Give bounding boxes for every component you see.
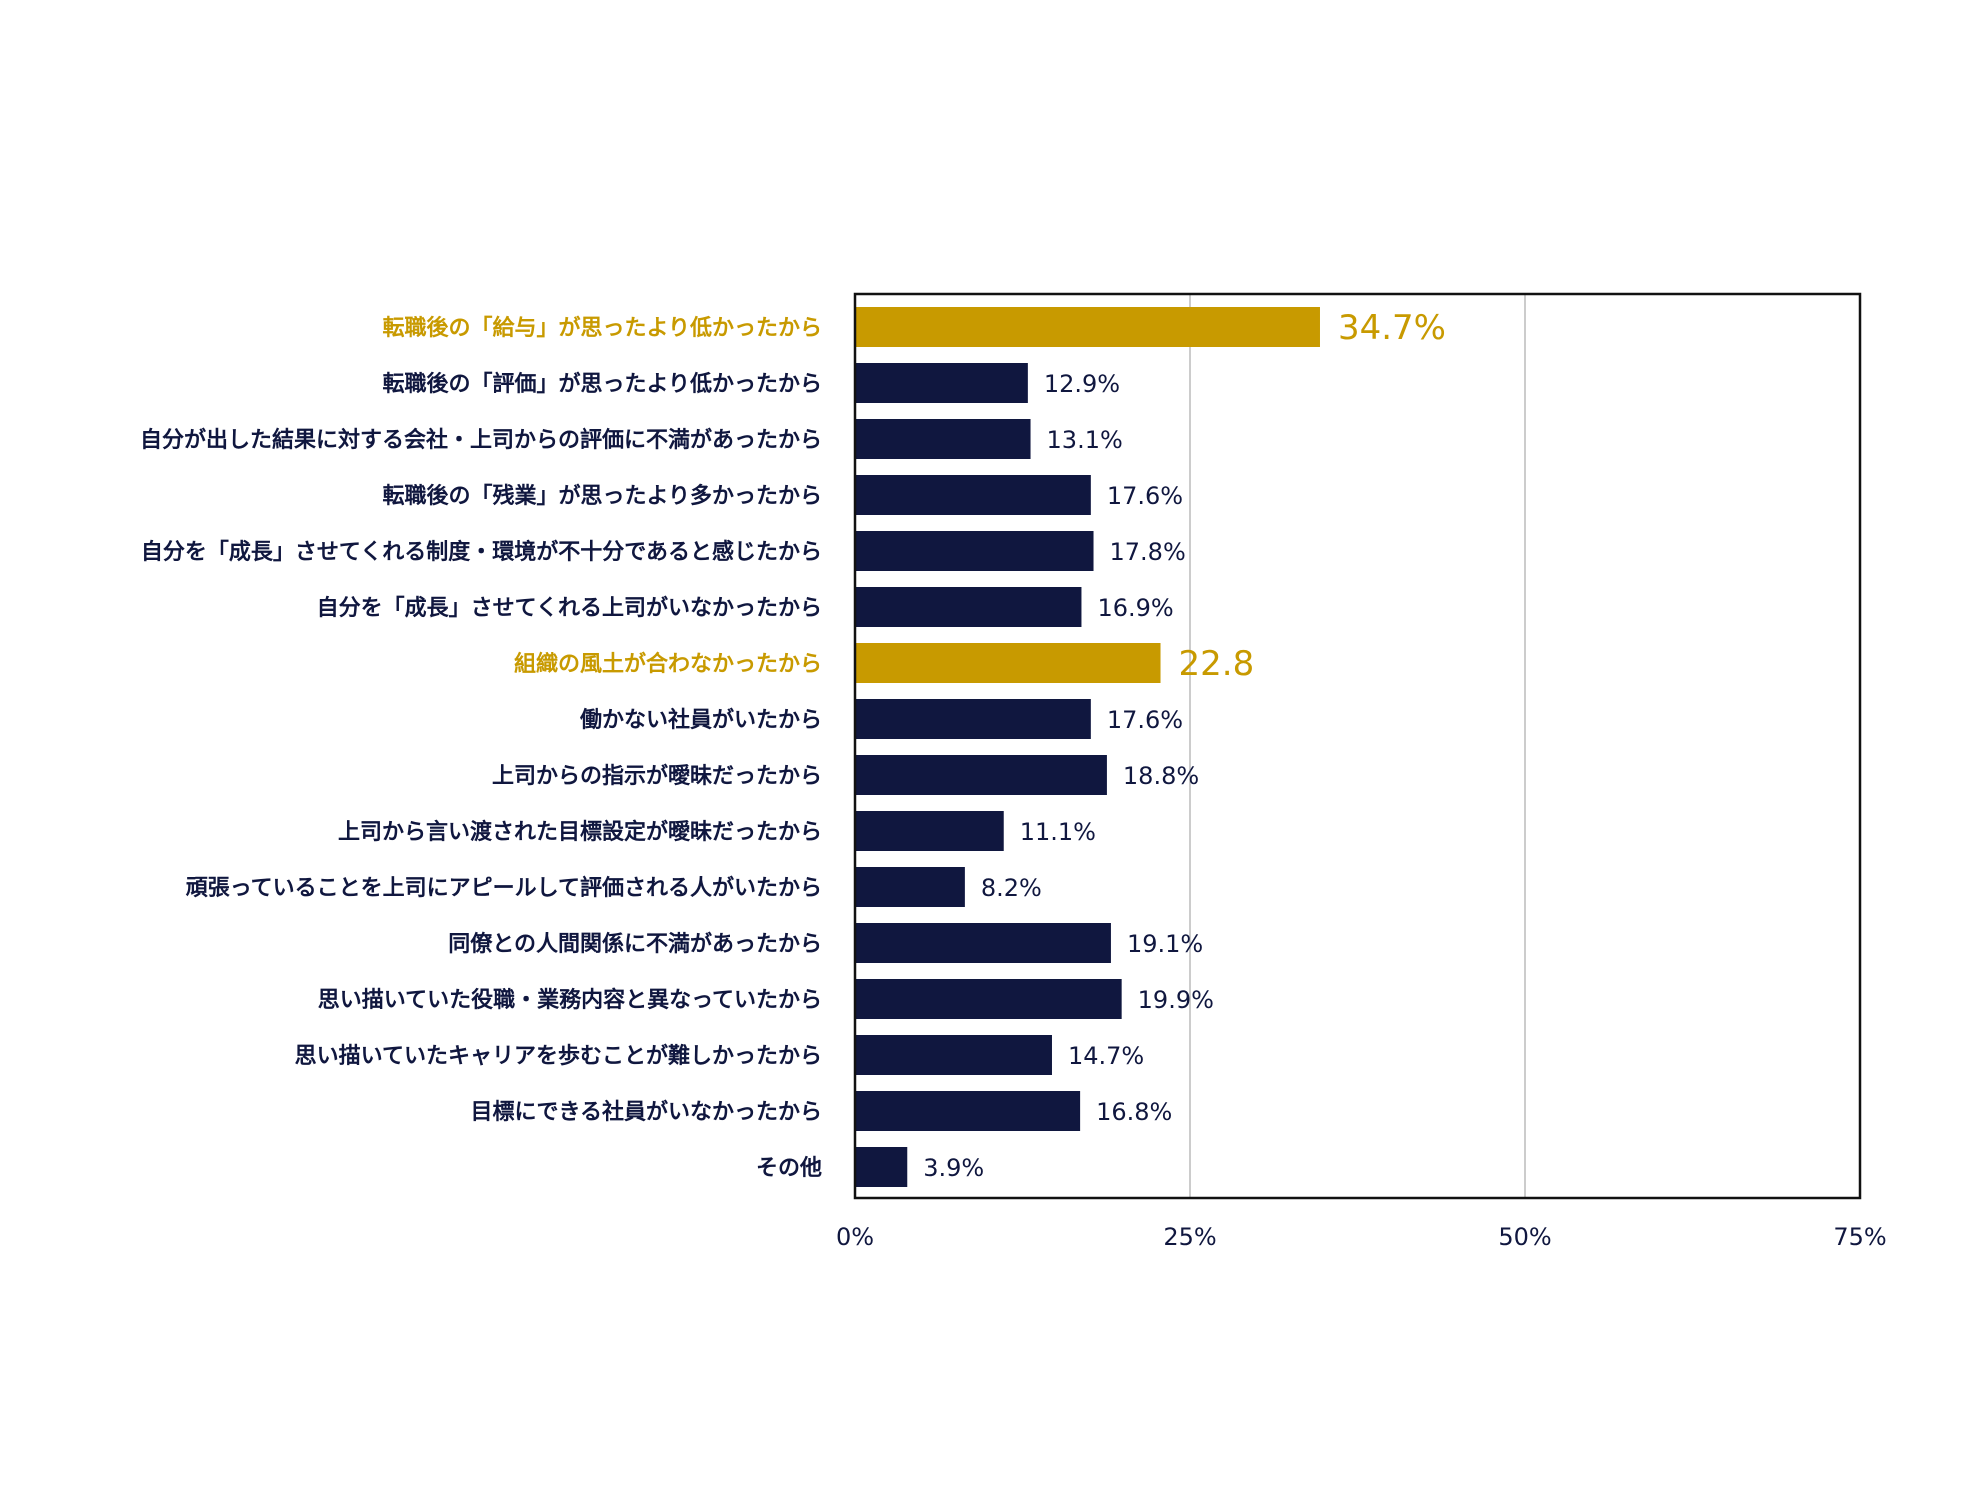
value-label: 22.8 bbox=[1179, 644, 1255, 684]
bar bbox=[856, 643, 1161, 683]
bar bbox=[856, 307, 1320, 347]
value-label: 13.1% bbox=[1047, 426, 1123, 454]
value-label: 17.6% bbox=[1107, 706, 1183, 734]
bar bbox=[856, 587, 1082, 627]
value-label: 19.1% bbox=[1127, 930, 1203, 958]
category-label: 転職後の「給与」が思ったより低かったから bbox=[382, 315, 822, 341]
category-label: 目標にできる社員がいなかったから bbox=[470, 1099, 822, 1125]
category-label: 思い描いていたキャリアを歩むことが難しかったから bbox=[295, 1043, 822, 1069]
gridlines bbox=[1189, 294, 1526, 1198]
value-label: 17.8% bbox=[1110, 538, 1186, 566]
bar bbox=[856, 979, 1122, 1019]
bar bbox=[856, 923, 1111, 963]
x-tick-label: 0% bbox=[836, 1223, 874, 1251]
x-tick-label: 50% bbox=[1498, 1223, 1551, 1251]
category-label: 頑張っていることを上司にアピールして評価される人がいたから bbox=[186, 875, 822, 901]
category-label: 自分が出した結果に対する会社・上司からの評価に不満があったから bbox=[140, 427, 822, 453]
x-axis-ticks: 0% 25% 50% 75% bbox=[836, 1223, 1887, 1251]
bar bbox=[856, 1147, 908, 1187]
bar bbox=[856, 1091, 1081, 1131]
value-label: 14.7% bbox=[1068, 1042, 1144, 1070]
value-labels: 34.7% 12.9% 13.1% 17.6% 17.8% 16.9%22.8 17.6% 1… bbox=[923, 308, 1446, 1182]
bar bbox=[856, 475, 1091, 515]
category-label: 転職後の「評価」が思ったより低かったから bbox=[382, 371, 822, 397]
category-label: 転職後の「残業」が思ったより多かったから bbox=[382, 483, 822, 509]
bar bbox=[856, 363, 1028, 403]
bar bbox=[856, 419, 1031, 459]
category-label: 上司からの指示が曖昧だったから bbox=[492, 763, 822, 789]
bars bbox=[856, 307, 1320, 1187]
category-label: 自分を「成長」させてくれる制度・環境が不十分であると感じたから bbox=[141, 539, 822, 565]
value-label: 3.9% bbox=[923, 1154, 984, 1182]
category-label: 思い描いていた役職・業務内容と異なっていたから bbox=[318, 987, 822, 1013]
bar bbox=[856, 811, 1004, 851]
bar bbox=[856, 1035, 1052, 1075]
value-label: 18.8% bbox=[1123, 762, 1199, 790]
value-label: 34.7% bbox=[1338, 308, 1446, 348]
category-label: 組織の風土が合わなかったから bbox=[514, 651, 822, 677]
value-label: 11.1% bbox=[1020, 818, 1096, 846]
category-label: その他 bbox=[756, 1156, 822, 1181]
category-label: 上司から言い渡された目標設定が曖昧だったから bbox=[338, 819, 822, 845]
category-label: 働かない社員がいたから bbox=[579, 707, 822, 733]
category-labels: 転職後の「給与」が思ったより低かったから転職後の「評価」が思ったより低かったから… bbox=[140, 315, 822, 1181]
value-label: 19.9% bbox=[1138, 986, 1214, 1014]
bar bbox=[856, 755, 1107, 795]
plot-frame bbox=[853, 292, 1862, 1200]
value-label: 12.9% bbox=[1044, 370, 1120, 398]
value-label: 8.2% bbox=[981, 874, 1042, 902]
value-label: 16.9% bbox=[1097, 594, 1173, 622]
x-tick-label: 75% bbox=[1833, 1223, 1886, 1251]
category-label: 同僚との人間関係に不満があったから bbox=[448, 931, 822, 957]
bar bbox=[856, 867, 965, 907]
bar bbox=[856, 531, 1094, 571]
value-label: 17.6% bbox=[1107, 482, 1183, 510]
x-tick-label: 25% bbox=[1163, 1223, 1216, 1251]
bar bbox=[856, 699, 1091, 739]
value-label: 16.8% bbox=[1096, 1098, 1172, 1126]
category-label: 自分を「成長」させてくれる上司がいなかったから bbox=[317, 595, 822, 621]
